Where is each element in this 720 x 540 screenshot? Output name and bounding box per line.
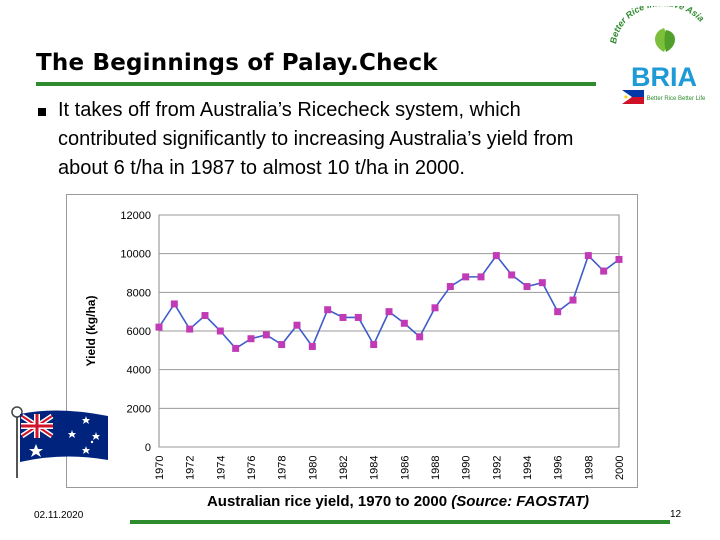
yield-chart: 0 2000 4000 6000 8000 10000 12000 1970 1972 1974 1… [66,194,638,488]
x-tick-label: 1986 [399,456,411,480]
x-tick-label: 1996 [553,456,565,480]
data-point [431,304,439,312]
x-tick-label: 1990 [461,456,473,480]
data-point [385,308,393,316]
y-tick-label: 8000 [127,287,151,299]
data-point [370,341,378,349]
x-tick-label: 1984 [369,456,381,480]
logo-acronym: BRIA [631,62,697,92]
data-point [400,319,408,327]
slide-date: 02.11.2020 [34,510,84,521]
x-tick-label: 1988 [430,456,442,480]
chart-caption: Australian rice yield, 1970 to 2000 (Sou… [158,493,638,510]
data-point [262,331,270,339]
data-point [201,312,209,320]
x-tick-label: 1976 [246,456,258,480]
x-tick-label: 1980 [307,456,319,480]
data-point [600,267,608,275]
philippine-flag-icon [622,90,644,104]
title-underline [36,82,596,86]
data-point [584,252,592,260]
data-point [247,335,255,343]
data-point [554,308,562,316]
data-point [155,323,163,331]
bria-logo: Better Rice Initiative Asia BRIA Better … [608,0,716,108]
x-tick-label: 1974 [215,456,227,480]
data-point [324,306,332,314]
data-point [477,273,485,281]
data-point [339,313,347,321]
data-point [354,313,362,321]
y-tick-label: 6000 [127,326,151,338]
caption-source: (Source: FAOSTAT) [451,493,590,510]
data-point [308,342,316,350]
y-tick-label: 10000 [120,249,151,261]
data-point [615,255,623,263]
x-tick-label: 1970 [154,456,166,480]
footer-rule [130,520,670,524]
leaf-icon [655,28,675,52]
data-point [569,296,577,304]
x-tick-label: 1978 [277,456,289,480]
series-line [158,254,620,350]
y-axis-label: Yield (kg/ha) [84,296,98,367]
australia-flag-icon [8,404,114,480]
y-tick-label: 2000 [127,403,151,415]
page-number: 12 [670,509,682,520]
data-point [216,327,224,335]
data-point [508,271,516,279]
bullet-marker [38,108,46,116]
data-point [416,333,424,341]
x-tick-label: 1994 [522,456,534,480]
x-tick-label: 2000 [614,456,626,480]
data-point [278,341,286,349]
x-tick-label: 1982 [338,456,350,480]
y-tick-label: 12000 [120,210,151,222]
data-point [232,344,240,352]
slide-title: The Beginnings of Palay.Check [36,50,438,76]
y-tick-label: 0 [145,442,151,454]
data-point [523,283,531,291]
logo-tagline: Better Rice Better Life [647,96,706,102]
x-tick-label: 1998 [583,456,595,480]
data-point [293,321,301,329]
data-point [538,279,546,287]
x-tick-label: 1972 [185,456,197,480]
data-point [170,300,178,308]
bullet-text: It takes off from Australia’s Ricecheck … [58,99,574,179]
y-tick-label: 4000 [127,365,151,377]
data-point [446,283,454,291]
caption-main: Australian rice yield, 1970 to 2000 [206,493,452,510]
x-tick-label: 1992 [491,456,503,480]
data-point [462,273,470,281]
data-point [186,325,194,333]
data-point [492,252,500,260]
